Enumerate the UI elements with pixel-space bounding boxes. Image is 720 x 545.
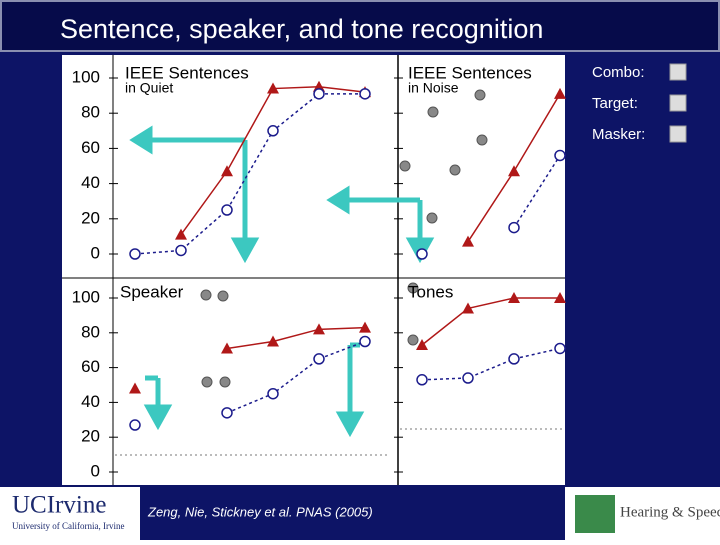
marker	[129, 382, 141, 394]
marker	[554, 292, 566, 303]
marker	[129, 419, 141, 431]
y-tick-label: 100	[72, 67, 100, 86]
logo-left-sub: University of California, Irvine	[12, 521, 124, 531]
marker	[175, 228, 187, 240]
series-line	[421, 297, 560, 346]
panel-subtitle: in Noise	[408, 80, 459, 96]
marker	[313, 353, 325, 365]
footer-dark	[140, 487, 565, 540]
citation: Zeng, Nie, Stickney et al. PNAS (2005)	[147, 504, 373, 519]
logo-left: UCIrvine	[12, 492, 106, 519]
sound-icon[interactable]	[669, 125, 687, 143]
marker	[416, 248, 428, 260]
marker	[508, 292, 520, 303]
panel-subtitle: in Quiet	[125, 80, 173, 96]
y-tick-label: 0	[91, 461, 100, 480]
marker	[221, 342, 233, 354]
speaker-icons	[200, 89, 488, 388]
marker	[359, 321, 371, 333]
panel-title: Tones	[408, 282, 453, 301]
y-tick-label: 20	[81, 208, 100, 227]
panel-title: IEEE Sentences	[408, 63, 532, 82]
marker	[554, 342, 566, 355]
marker	[359, 88, 371, 100]
legend-label: Masker:	[592, 126, 645, 143]
marker	[313, 88, 325, 100]
marker	[508, 221, 520, 234]
marker	[359, 335, 371, 348]
marker	[462, 302, 474, 314]
marker	[129, 248, 141, 260]
marker	[267, 82, 279, 94]
marker	[267, 335, 279, 347]
marker	[267, 387, 279, 400]
slide-title: Sentence, speaker, and tone recognition	[60, 14, 543, 44]
marker	[221, 165, 233, 177]
y-tick-label: 100	[72, 287, 100, 306]
logo-right: Hearing & Speech Lab	[620, 504, 720, 520]
marker	[508, 165, 520, 177]
y-tick-label: 60	[81, 357, 100, 376]
panel-title: Speaker	[120, 282, 184, 301]
sound-icons[interactable]	[669, 63, 687, 143]
logo-right-mark	[575, 495, 615, 533]
series-line	[226, 340, 366, 414]
sound-icon[interactable]	[669, 63, 687, 81]
series-line	[513, 155, 561, 229]
panel-title: IEEE Sentences	[125, 63, 249, 82]
marker	[462, 372, 474, 384]
y-tick-label: 80	[81, 103, 100, 122]
marker	[416, 374, 428, 386]
arrows	[129, 125, 435, 438]
marker	[462, 235, 474, 247]
series-line	[134, 93, 365, 255]
marker	[267, 125, 279, 137]
y-tick-label: 60	[81, 138, 100, 157]
marker	[508, 353, 520, 365]
marker	[313, 323, 325, 335]
marker	[416, 338, 428, 350]
sound-icon[interactable]	[669, 94, 687, 112]
legend-label: Combo:	[592, 64, 645, 81]
marker	[221, 407, 233, 419]
marker	[175, 244, 187, 257]
y-tick-label: 40	[81, 173, 100, 192]
series-line	[226, 326, 366, 350]
y-tick-label: 40	[81, 392, 100, 411]
figure-panel	[62, 55, 565, 485]
marker	[554, 87, 566, 99]
marker	[221, 204, 233, 216]
legend-label: Target:	[592, 95, 638, 112]
y-tick-label: 0	[91, 243, 100, 262]
title-bar	[0, 0, 720, 52]
y-tick-label: 20	[81, 427, 100, 446]
y-tick-label: 80	[81, 322, 100, 341]
marker	[554, 149, 566, 162]
